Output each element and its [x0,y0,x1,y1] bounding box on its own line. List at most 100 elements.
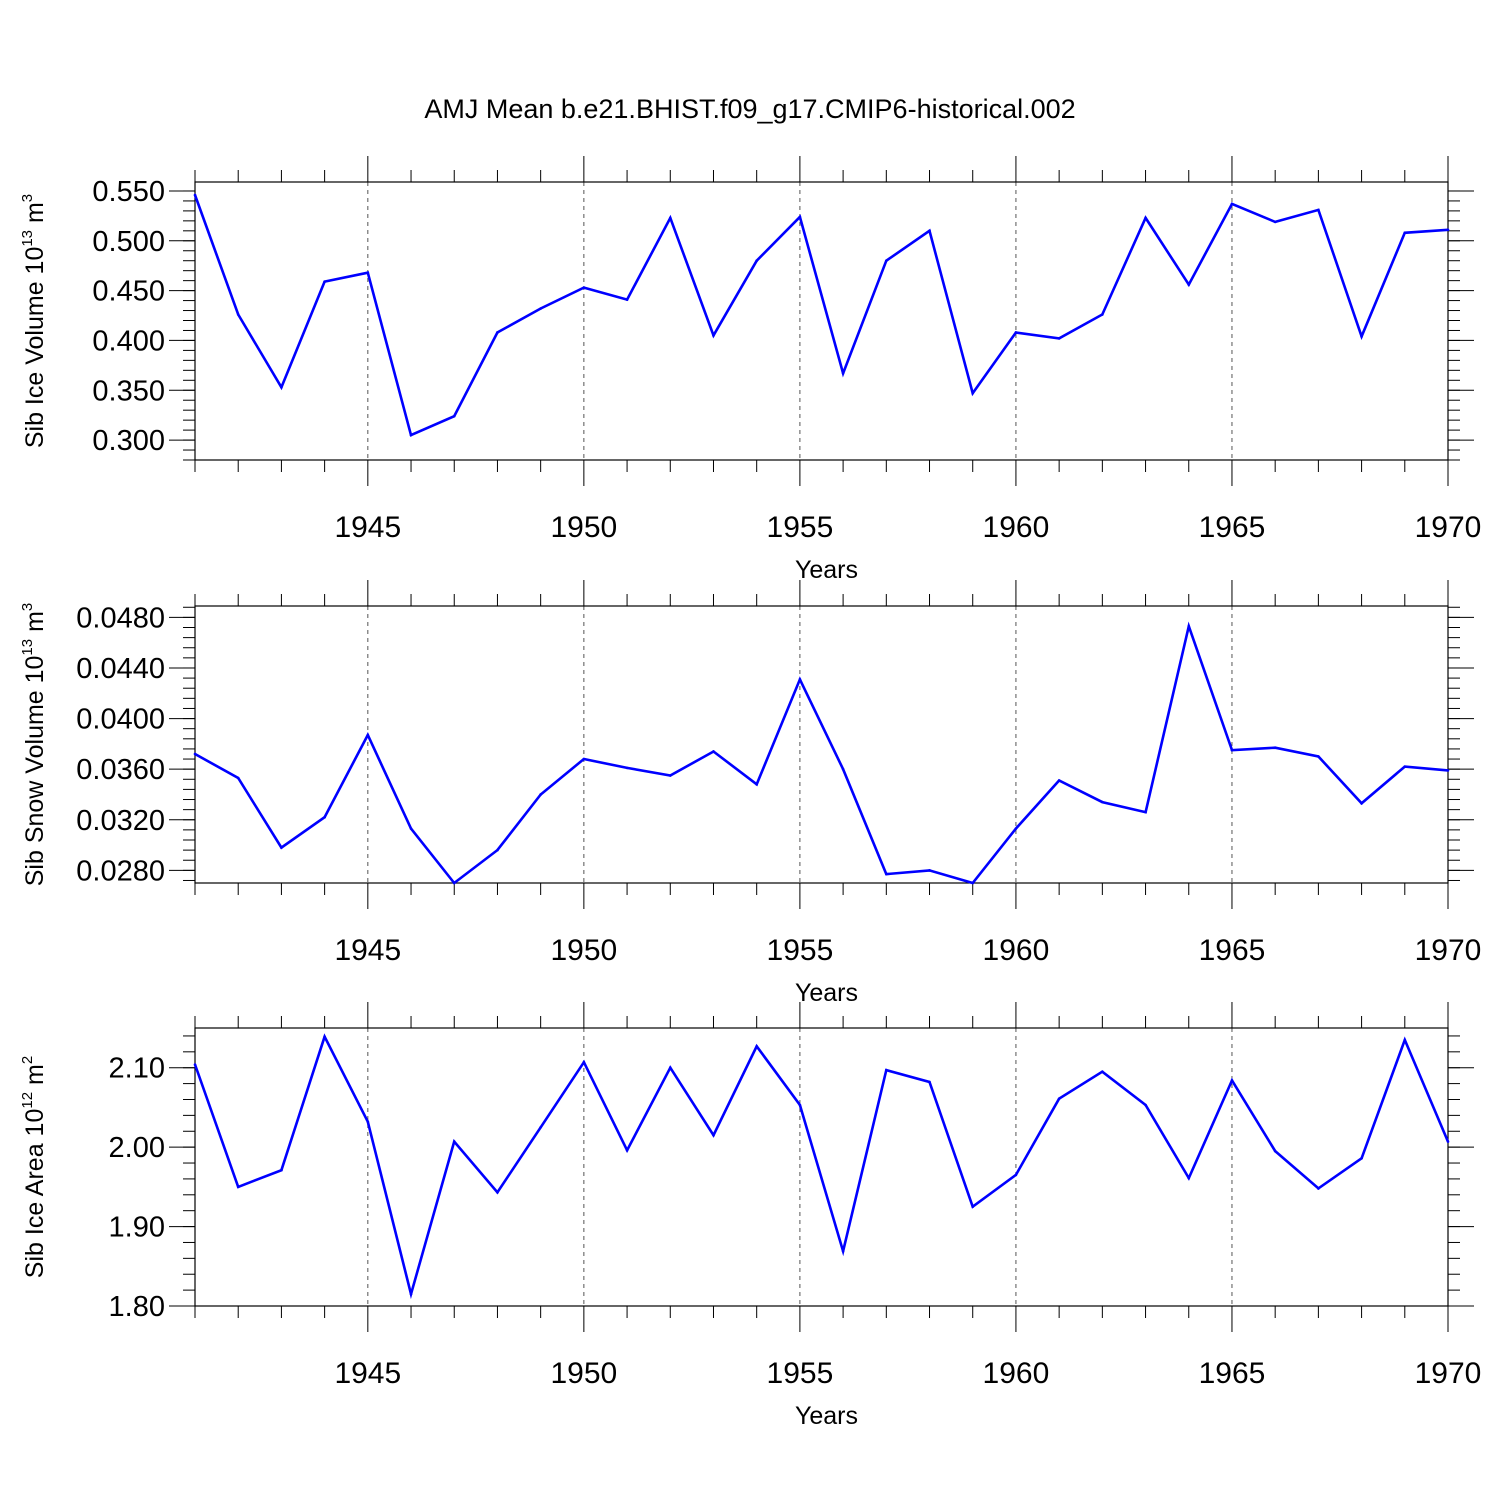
data-point [1360,1156,1363,1160]
data-point [1101,313,1104,316]
y-tick-label: 0.500 [92,226,165,258]
data-point [1014,1173,1018,1177]
data-point [885,872,888,876]
data-point [928,1080,931,1084]
y-tick-label: 0.400 [92,325,165,357]
data-point [582,286,586,289]
data-point [1057,779,1061,782]
y-tick-label: 0.0400 [76,704,165,736]
data-point [798,215,802,219]
data-point [1230,202,1234,206]
data-point [409,1292,413,1296]
y-tick-label: 2.00 [109,1132,165,1164]
y-tick-label: 0.0320 [76,805,165,837]
y-axis-label: Sib Ice Volume 1013 m3 [19,194,49,448]
data-point [1403,765,1407,768]
y-tick-label: 0.450 [92,276,165,308]
x-tick-label: 1965 [1199,511,1266,544]
data-point [1057,337,1061,340]
y-tick-label: 0.0280 [76,855,165,887]
x-tick-label: 1950 [550,934,617,967]
data-point [1101,1070,1104,1073]
y-tick-label: 1.80 [109,1291,165,1323]
data-point [193,1063,197,1066]
data-point [798,678,802,681]
data-point [668,216,672,220]
data-point [539,307,542,310]
data-point [582,1060,586,1064]
data-point [1230,1079,1234,1082]
data-point [280,385,283,389]
x-tick-label: 1965 [1199,1357,1266,1390]
data-point [1014,827,1018,830]
data-point [1317,755,1320,758]
x-tick-label: 1965 [1199,934,1266,967]
plot-frame [194,181,1449,461]
x-tick-label: 1960 [983,934,1050,967]
x-tick-label: 1955 [767,511,834,544]
y-axis-label: Sib Ice Area 1012 m2 [19,1056,49,1278]
data-point [668,1066,672,1070]
x-tick-label: 1970 [1415,511,1482,544]
data-point [841,767,845,771]
y-tick-label: 2.10 [109,1053,165,1085]
data-point [193,193,197,197]
data-point [1144,1103,1147,1107]
data-point [798,1103,802,1107]
data-point [1273,1149,1277,1153]
panels: 0.300 0.350 0.400 0.450 0.500 0.550 1945 1950 19… [19,156,1481,1430]
x-axis-label: Years [795,979,858,1007]
data-point [366,733,370,737]
data-point [366,271,370,274]
data-point [885,1068,888,1072]
plot-frame [194,605,1449,884]
y-tick-label: 0.0440 [76,653,165,685]
y-tick-label: 1.90 [109,1212,165,1244]
data-point [1360,802,1363,805]
x-tick-label: 1970 [1415,934,1482,967]
x-tick-label: 1945 [334,1357,401,1390]
chart-title: AMJ Mean b.e21.BHIST.f09_g17.CMIP6-histo… [424,94,1075,124]
data-point [971,881,975,885]
data-point [841,372,845,375]
y-axis-label: Sib Snow Volume 1013 m3 [19,603,49,887]
data-point [712,750,715,753]
series-line-ice-area [193,1033,1450,1300]
data-point [625,298,629,301]
data-point [885,259,888,263]
data-point [755,259,758,263]
data-point [236,1185,240,1189]
data-point [1187,1176,1191,1180]
y-tick-label: 0.550 [92,176,165,208]
x-tick-label: 1945 [334,511,401,544]
panel-snow-volume: 0.0280 0.0320 0.0360 0.0400 0.0440 0.0480 1945… [19,580,1481,1007]
data-point [496,848,499,852]
data-point [625,1149,629,1152]
panel-ice-area: 1.80 1.90 2.00 2.10 1945 1950 1955 1960 1965 1970… [19,1002,1481,1430]
x-tick-label: 1955 [767,934,834,967]
data-point [496,1191,499,1194]
data-point [409,827,413,830]
data-point [668,774,672,777]
data-point [1360,335,1363,338]
data-point [755,1044,758,1048]
data-point [1014,331,1018,334]
y-tick-label: 0.300 [92,425,165,457]
data-point [1230,748,1234,752]
y-tick-label: 0.0360 [76,754,165,786]
data-point [1144,216,1147,220]
data-point [928,869,931,872]
y-tick-label: 0.350 [92,375,165,407]
data-point [1403,231,1407,235]
data-point [452,1140,456,1143]
data-point [1317,208,1320,212]
data-point [236,776,240,780]
data-point [1446,228,1450,232]
x-tick-label: 1950 [550,511,617,544]
plot-frame [194,1027,1449,1307]
data-point [323,280,326,283]
x-tick-label: 1950 [550,1357,617,1390]
data-point [409,433,413,437]
y-tick-label: 0.0480 [76,602,165,634]
